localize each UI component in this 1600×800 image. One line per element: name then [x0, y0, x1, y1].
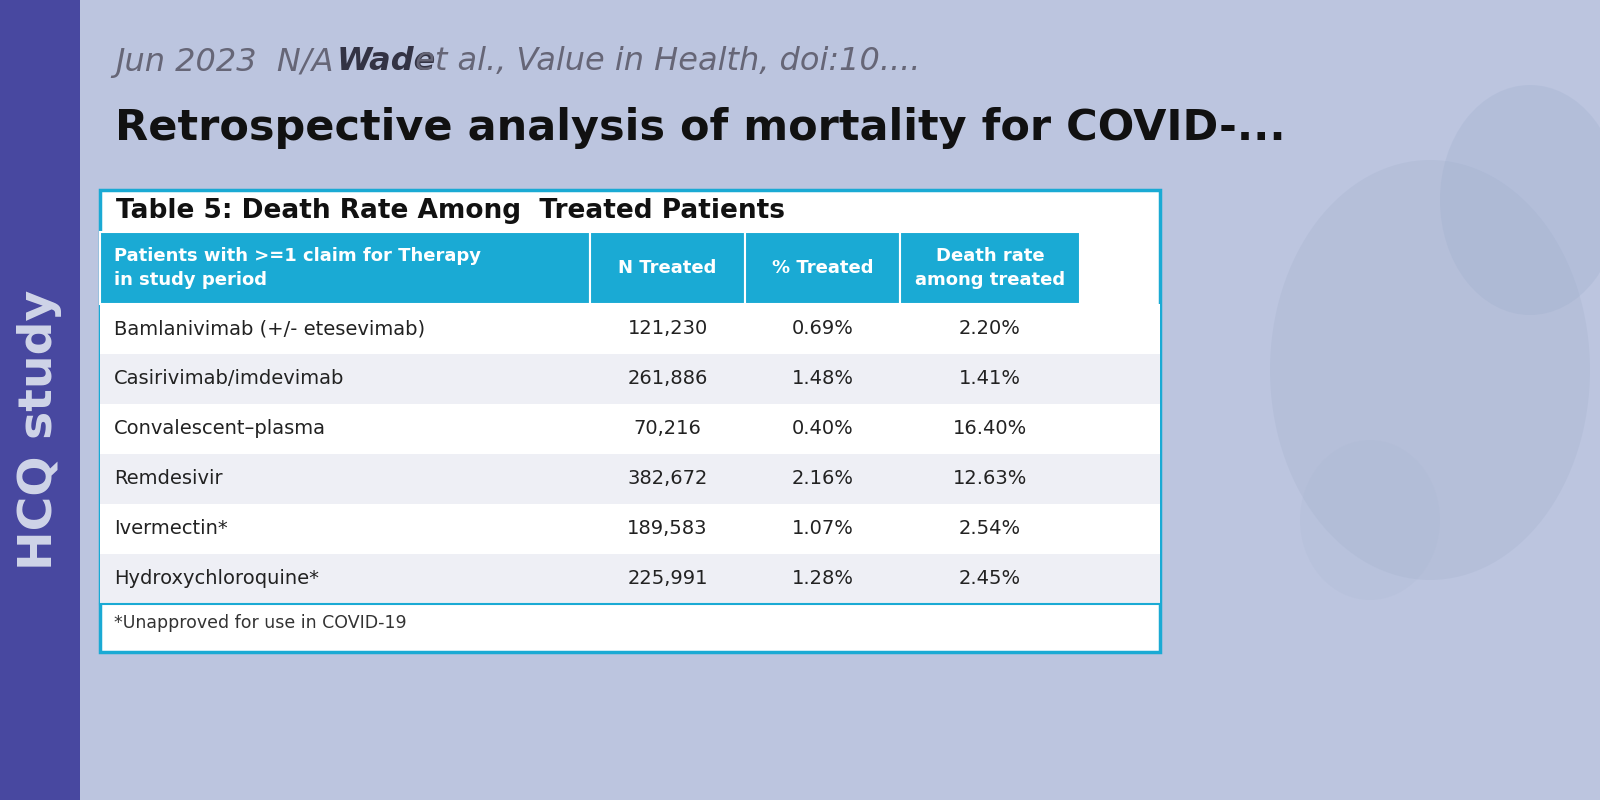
- Text: 0.40%: 0.40%: [792, 419, 853, 438]
- FancyBboxPatch shape: [0, 0, 80, 800]
- Text: Death rate
among treated: Death rate among treated: [915, 247, 1066, 289]
- FancyBboxPatch shape: [590, 232, 746, 304]
- Text: 261,886: 261,886: [627, 370, 707, 389]
- Text: Retrospective analysis of mortality for COVID-...: Retrospective analysis of mortality for …: [115, 107, 1286, 149]
- Text: 121,230: 121,230: [627, 319, 707, 338]
- Text: N Treated: N Treated: [618, 259, 717, 277]
- Text: Ivermectin*: Ivermectin*: [114, 519, 227, 538]
- Text: 1.48%: 1.48%: [792, 370, 853, 389]
- Text: % Treated: % Treated: [771, 259, 874, 277]
- Text: Hydroxychloroquine*: Hydroxychloroquine*: [114, 570, 318, 589]
- Text: 1.07%: 1.07%: [792, 519, 853, 538]
- Text: 2.45%: 2.45%: [958, 570, 1021, 589]
- Text: 382,672: 382,672: [627, 470, 707, 489]
- FancyBboxPatch shape: [99, 190, 1160, 652]
- Ellipse shape: [1299, 440, 1440, 600]
- Text: 1.28%: 1.28%: [792, 570, 853, 589]
- Ellipse shape: [1440, 85, 1600, 315]
- Text: 70,216: 70,216: [634, 419, 701, 438]
- Text: Remdesivir: Remdesivir: [114, 470, 222, 489]
- Text: Casirivimab/imdevimab: Casirivimab/imdevimab: [114, 370, 344, 389]
- Ellipse shape: [1270, 160, 1590, 580]
- FancyBboxPatch shape: [99, 504, 1160, 554]
- Text: HCQ study: HCQ study: [18, 290, 62, 570]
- FancyBboxPatch shape: [99, 354, 1160, 404]
- Text: 225,991: 225,991: [627, 570, 707, 589]
- Text: Jun 2023  N/A: Jun 2023 N/A: [115, 46, 354, 78]
- Text: 0.69%: 0.69%: [792, 319, 853, 338]
- Text: 12.63%: 12.63%: [954, 470, 1027, 489]
- Text: Patients with >=1 claim for Therapy
in study period: Patients with >=1 claim for Therapy in s…: [114, 247, 482, 289]
- Text: 2.16%: 2.16%: [792, 470, 853, 489]
- Text: 2.20%: 2.20%: [958, 319, 1021, 338]
- FancyBboxPatch shape: [99, 554, 1160, 604]
- FancyBboxPatch shape: [99, 454, 1160, 504]
- FancyBboxPatch shape: [99, 404, 1160, 454]
- FancyBboxPatch shape: [899, 232, 1080, 304]
- Text: Bamlanivimab (+/- etesevimab): Bamlanivimab (+/- etesevimab): [114, 319, 426, 338]
- Text: 16.40%: 16.40%: [954, 419, 1027, 438]
- Text: 189,583: 189,583: [627, 519, 707, 538]
- FancyBboxPatch shape: [99, 304, 1160, 354]
- Text: Table 5: Death Rate Among  Treated Patients: Table 5: Death Rate Among Treated Patien…: [115, 198, 786, 224]
- Text: Convalescent–plasma: Convalescent–plasma: [114, 419, 326, 438]
- Text: Wade: Wade: [338, 46, 437, 78]
- Text: et al., Value in Health, doi:10....: et al., Value in Health, doi:10....: [405, 46, 920, 78]
- Text: 1.41%: 1.41%: [958, 370, 1021, 389]
- Text: *Unapproved for use in COVID-19: *Unapproved for use in COVID-19: [114, 614, 406, 632]
- FancyBboxPatch shape: [99, 232, 590, 304]
- Text: 2.54%: 2.54%: [958, 519, 1021, 538]
- FancyBboxPatch shape: [746, 232, 899, 304]
